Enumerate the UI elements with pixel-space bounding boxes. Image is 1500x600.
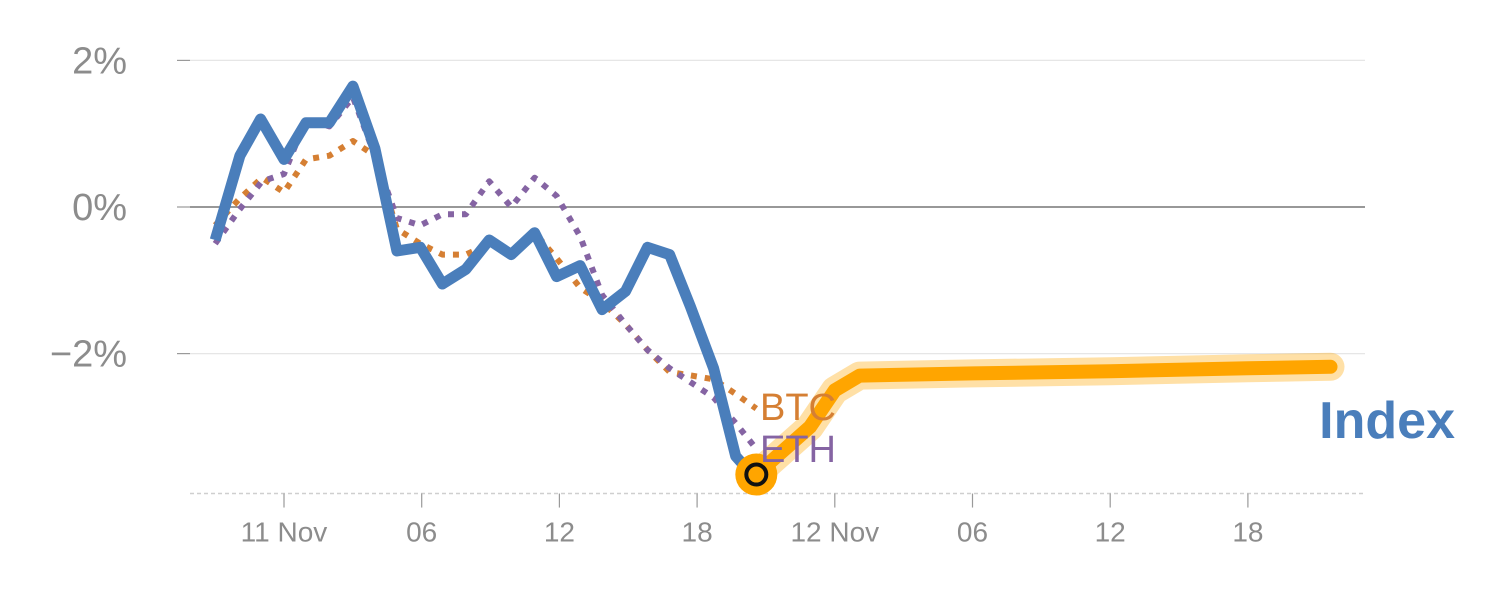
marker-layer [735, 453, 778, 496]
eth-series-label: ETH [760, 429, 836, 471]
x-tick-label: 12 [1095, 517, 1126, 548]
tick-layer: 2% 0% −2% 11 Nov 06 12 18 12 Nov 06 12 18 [50, 40, 1264, 547]
y-tick-label: −2% [50, 334, 127, 376]
x-tick-label: 18 [682, 517, 713, 548]
index-series-line [209, 80, 757, 479]
x-tick-label: 12 Nov [790, 517, 879, 548]
x-tick-label: 18 [1232, 517, 1263, 548]
y-tick-label: 0% [72, 187, 127, 229]
x-tick-label: 06 [957, 517, 988, 548]
x-tick-label: 11 Nov [241, 517, 328, 548]
btc-series-label: BTC [760, 387, 836, 429]
index-series-label: Index [1319, 392, 1455, 450]
current-point-marker-fill [735, 453, 778, 496]
eth-series-line [212, 94, 759, 451]
series-layer [209, 80, 1345, 489]
y-tick-label: 2% [72, 40, 127, 82]
projection-line [749, 359, 1338, 482]
x-tick-label: 06 [406, 517, 437, 548]
x-tick-label: 12 [544, 517, 575, 548]
current-point-marker-ring [744, 462, 769, 487]
